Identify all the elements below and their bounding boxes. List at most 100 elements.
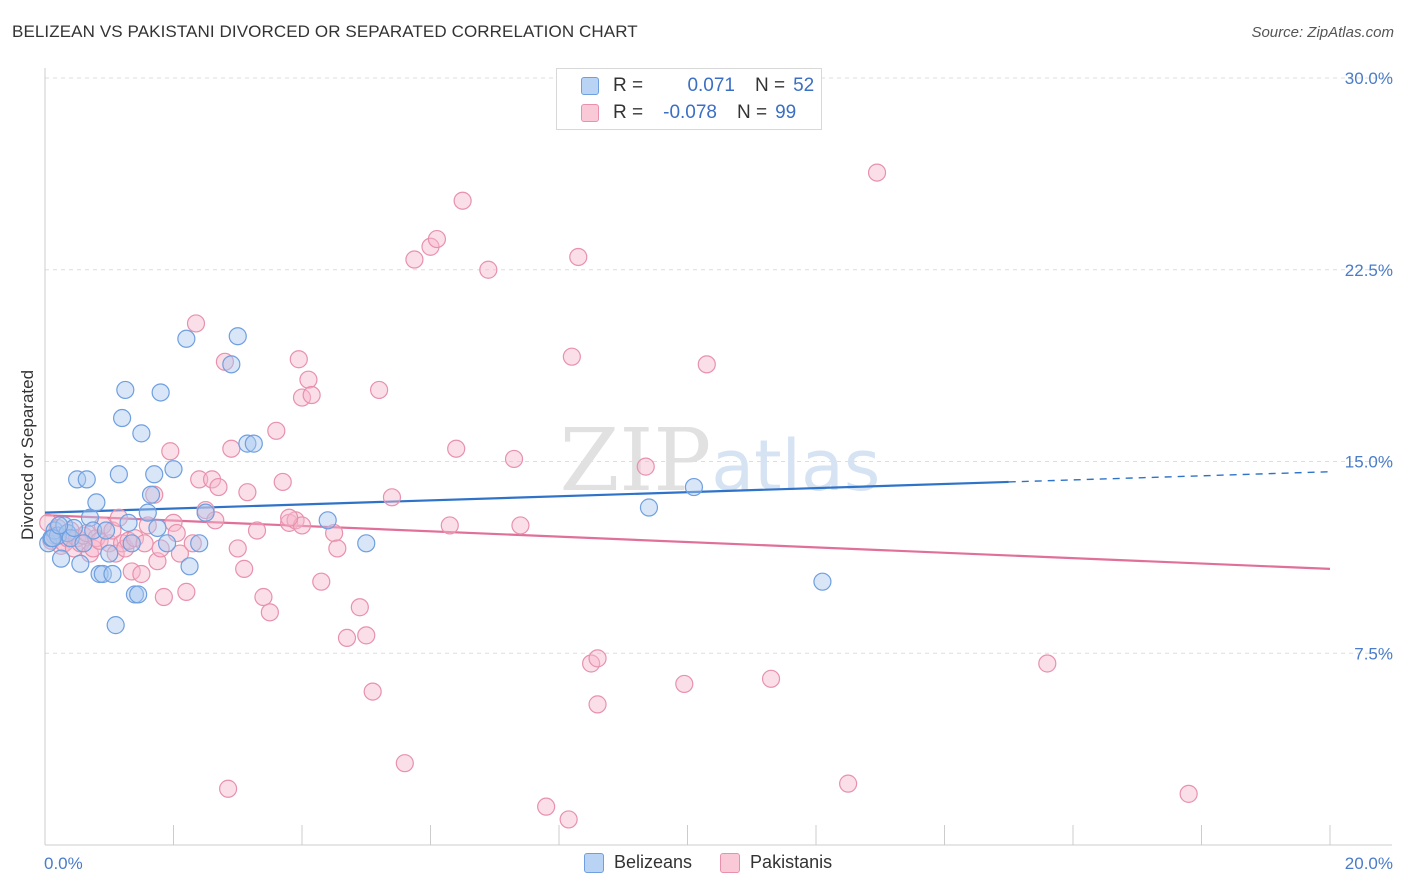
pakistani-point: [106, 544, 125, 563]
belizean-point: [50, 516, 69, 535]
pakistani-point: [867, 163, 887, 182]
belizeans-trend-line: [44, 480, 1009, 514]
pakistani-point: [312, 572, 331, 591]
pakistani-point: [1038, 654, 1057, 673]
pakistani-point: [370, 380, 389, 400]
pakistani-point: [447, 439, 466, 458]
pakistani-point: [405, 250, 424, 269]
pakistani-point: [273, 472, 292, 492]
pakistani-point: [280, 508, 299, 527]
data-points: [39, 163, 1198, 829]
source-note: Source: ZipAtlas.com: [1251, 24, 1394, 41]
pakistani-point: [328, 539, 347, 558]
belizean-point: [813, 572, 832, 591]
pakistani-point: [186, 314, 206, 333]
belizean-point: [151, 383, 170, 402]
r-label: R =: [613, 75, 644, 96]
pakistani-point: [588, 649, 607, 668]
belizean-point: [157, 534, 177, 553]
n-value: 52: [793, 75, 815, 96]
pakistani-point: [267, 421, 286, 440]
n-label: N =: [737, 102, 768, 123]
belizean-point: [112, 408, 132, 428]
belizeans-trend-extension: [1008, 471, 1331, 483]
belizean-point: [93, 564, 112, 584]
y-axis-label: Divorced or Separated: [18, 370, 37, 540]
pakistani-point: [247, 521, 267, 540]
legend-label-pakistanis: Pakistanis: [750, 852, 833, 872]
pakistani-point: [135, 534, 154, 553]
chart-title: BELIZEAN VS PAKISTANI DIVORCED OR SEPARA…: [12, 22, 638, 41]
legend-row-pakistanis: R = -0.078 N = 99: [581, 100, 796, 126]
tick-labels: 7.5% 15.0% 22.5% 30.0% 0.0% 20.0%: [44, 69, 1393, 873]
belizean-point: [100, 544, 119, 563]
pakistani-point: [761, 669, 781, 688]
belizean-point: [145, 465, 164, 484]
r-value: -0.078: [663, 102, 717, 123]
pakistani-point: [511, 516, 530, 535]
pakistani-point: [254, 587, 273, 607]
belizean-point: [122, 534, 141, 553]
pakistani-point: [504, 449, 524, 469]
belizean-point: [164, 460, 183, 479]
trend-lines: [44, 471, 1331, 570]
pakistani-point: [219, 779, 238, 798]
pakistani-point: [363, 682, 382, 701]
pakistani-point: [1179, 784, 1198, 803]
pakistani-point: [289, 350, 308, 369]
watermark: ZIPatlas: [560, 411, 881, 511]
pakistani-point: [161, 442, 180, 461]
pakistani-point: [395, 754, 414, 773]
grid-lines: [45, 77, 1392, 654]
series-legend: Belizeans Pakistanis: [584, 852, 860, 873]
pakistani-point: [228, 539, 247, 558]
belizean-point: [71, 554, 90, 573]
belizean-point: [87, 493, 106, 512]
belizean-point: [84, 521, 103, 540]
pakistani-point: [206, 511, 225, 530]
pakistani-point: [238, 483, 257, 502]
belizean-point: [132, 424, 151, 443]
belizean-point: [148, 518, 167, 538]
y-tick-label: 7.5%: [1354, 644, 1393, 663]
pakistani-point: [569, 247, 588, 267]
pakistani-point: [337, 628, 357, 648]
blue-swatch: [584, 852, 604, 873]
pakistani-point: [440, 516, 459, 535]
pakistani-point: [559, 810, 578, 829]
pakistani-point: [299, 370, 318, 389]
pakistani-point: [170, 544, 190, 563]
pakistani-point: [453, 191, 472, 210]
belizean-point: [116, 380, 135, 400]
pink-swatch: [720, 852, 741, 873]
belizean-point: [684, 477, 704, 497]
belizean-point: [77, 470, 96, 489]
x-tick-label: 20.0%: [1345, 854, 1393, 873]
belizean-point: [141, 485, 161, 504]
belizean-point: [103, 564, 122, 584]
belizean-point: [109, 465, 128, 484]
belizean-point: [238, 434, 257, 453]
legend-item-belizeans: Belizeans: [584, 852, 692, 873]
n-label: N =: [755, 75, 786, 96]
legend-item-pakistanis: Pakistanis: [720, 852, 832, 873]
y-tick-label: 22.5%: [1345, 261, 1393, 280]
pakistani-point: [427, 229, 447, 249]
belizean-point: [318, 511, 337, 530]
pink-swatch: [581, 104, 599, 122]
pakistani-point: [183, 534, 202, 553]
pakistani-point: [209, 477, 228, 497]
y-tick-label: 30.0%: [1345, 69, 1393, 88]
n-value: 99: [775, 102, 797, 123]
r-value: 0.071: [687, 75, 735, 96]
pakistani-point: [260, 603, 279, 622]
pakistani-point: [562, 347, 581, 366]
pakistani-point: [177, 582, 196, 601]
belizean-point: [190, 534, 209, 553]
pakistani-point: [190, 470, 209, 489]
axes: [44, 68, 1392, 846]
r-label: R =: [613, 102, 644, 123]
pakistani-point: [697, 355, 716, 374]
stats-legend: R = 0.071 N = 52 R = -0.078 N = 99: [556, 68, 822, 130]
